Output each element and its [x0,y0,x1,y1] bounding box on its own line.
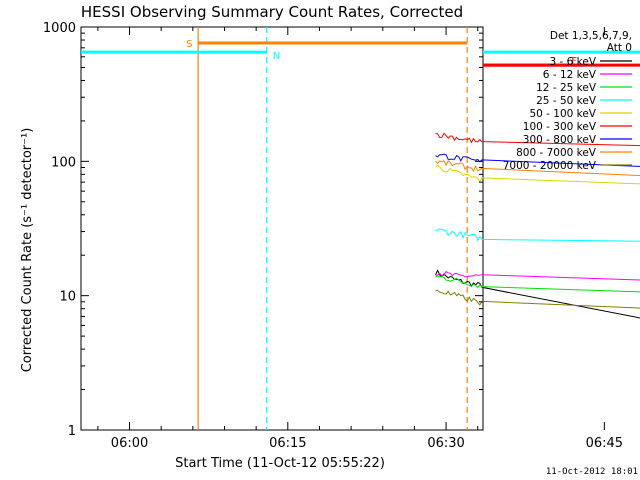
legend-label-8: 7000 - 20000 keV [503,160,597,172]
legend-label-2: 12 - 25 keV [536,82,597,94]
legend-label-3: 25 - 50 keV [536,95,597,107]
chart-title: HESSI Observing Summary Count Rates, Cor… [81,3,463,21]
legend-header-2: Att 0 [607,42,632,54]
legend-label-0: 3 - 6 keV [549,56,596,68]
flag-label-1: N [273,51,280,62]
legend-header-1: Det 1,3,5,6,7,9, [550,30,632,42]
x-tick-label-0: 06:00 [111,436,148,451]
y-tick-label-3: 1000 [43,21,76,36]
y-tick-label-1: 10 [59,290,76,305]
series-line-8 [435,289,640,309]
series-line-5 [435,132,640,147]
vertical-markers [197,27,468,430]
legend-label-1: 6 - 12 keV [543,69,597,81]
legend-label-6: 300 - 800 keV [523,134,597,146]
series-line-3 [435,228,640,242]
series-line-7 [435,159,640,177]
series-line-0 [435,269,640,319]
x-tick-label-2: 06:30 [427,436,464,451]
series-line-1 [435,270,640,281]
y-tick-label-0: 1 [68,424,76,439]
plot-frame [80,26,484,431]
timestamp: 11-Oct-2012 18:01 [546,467,638,477]
axes: 06:0006:1506:3006:4507:0007:1507:3011010… [43,21,623,451]
series-line-4 [435,164,640,185]
series-line-2 [435,275,640,293]
legend-label-4: 50 - 100 keV [529,108,596,120]
x-tick-label-1: 06:15 [269,436,306,451]
y-axis-label: Corrected Count Rate (s⁻¹ detector⁻¹) [20,128,35,373]
series-lines [435,132,640,319]
legend-label-7: 800 - 7000 keV [516,147,597,159]
legend-label-5: 100 - 300 keV [523,121,597,133]
y-tick-label-2: 100 [51,155,76,170]
flag-label-0: S [186,39,192,50]
series-line-6 [435,153,640,167]
flag-bars: SNNFF [81,39,640,67]
x-axis-label: Start Time (11-Oct-12 05:55:22) [175,456,385,471]
x-tick-label-3: 06:45 [586,436,623,451]
flag-label-3: F [571,56,577,67]
